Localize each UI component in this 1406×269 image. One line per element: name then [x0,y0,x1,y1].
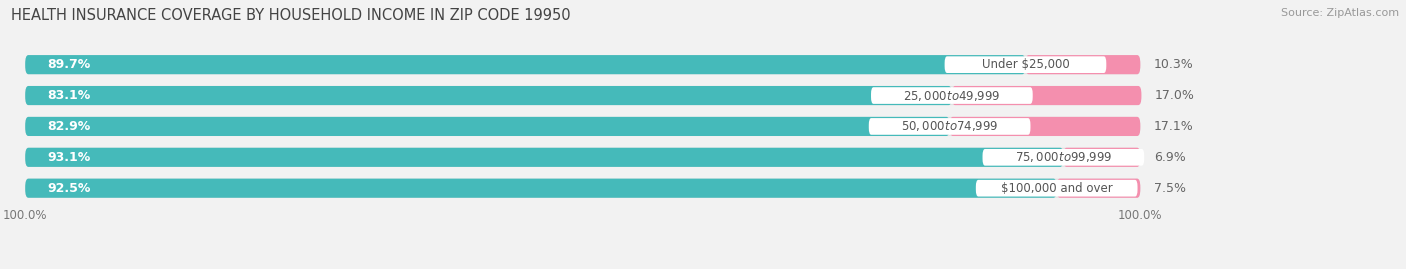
Text: $50,000 to $74,999: $50,000 to $74,999 [901,119,998,133]
FancyBboxPatch shape [25,86,952,105]
FancyBboxPatch shape [25,117,1140,136]
Text: $25,000 to $49,999: $25,000 to $49,999 [903,89,1001,102]
FancyBboxPatch shape [25,148,1140,167]
Text: 89.7%: 89.7% [48,58,91,71]
Text: 7.5%: 7.5% [1154,182,1185,195]
FancyBboxPatch shape [945,56,1107,73]
Text: $75,000 to $99,999: $75,000 to $99,999 [1015,150,1112,164]
FancyBboxPatch shape [952,86,1142,105]
FancyBboxPatch shape [25,55,1025,74]
Text: 10.3%: 10.3% [1154,58,1194,71]
Text: 92.5%: 92.5% [48,182,91,195]
FancyBboxPatch shape [1025,55,1140,74]
Text: HEALTH INSURANCE COVERAGE BY HOUSEHOLD INCOME IN ZIP CODE 19950: HEALTH INSURANCE COVERAGE BY HOUSEHOLD I… [11,8,571,23]
Text: $100,000 and over: $100,000 and over [1001,182,1112,195]
FancyBboxPatch shape [25,179,1057,198]
Text: 100.0%: 100.0% [3,209,48,222]
Text: 82.9%: 82.9% [48,120,91,133]
FancyBboxPatch shape [25,55,1140,74]
FancyBboxPatch shape [870,87,1033,104]
Text: 17.0%: 17.0% [1154,89,1195,102]
Text: 6.9%: 6.9% [1154,151,1185,164]
FancyBboxPatch shape [949,117,1140,136]
FancyBboxPatch shape [976,180,1137,197]
FancyBboxPatch shape [25,86,1140,105]
FancyBboxPatch shape [1057,179,1140,198]
FancyBboxPatch shape [25,117,949,136]
Text: 83.1%: 83.1% [48,89,91,102]
Text: 17.1%: 17.1% [1154,120,1194,133]
FancyBboxPatch shape [983,149,1144,166]
Text: Under $25,000: Under $25,000 [981,58,1070,71]
Text: 93.1%: 93.1% [48,151,91,164]
FancyBboxPatch shape [25,148,1063,167]
FancyBboxPatch shape [25,179,1140,198]
FancyBboxPatch shape [1063,148,1140,167]
Text: Source: ZipAtlas.com: Source: ZipAtlas.com [1281,8,1399,18]
Text: 100.0%: 100.0% [1118,209,1163,222]
FancyBboxPatch shape [869,118,1031,135]
